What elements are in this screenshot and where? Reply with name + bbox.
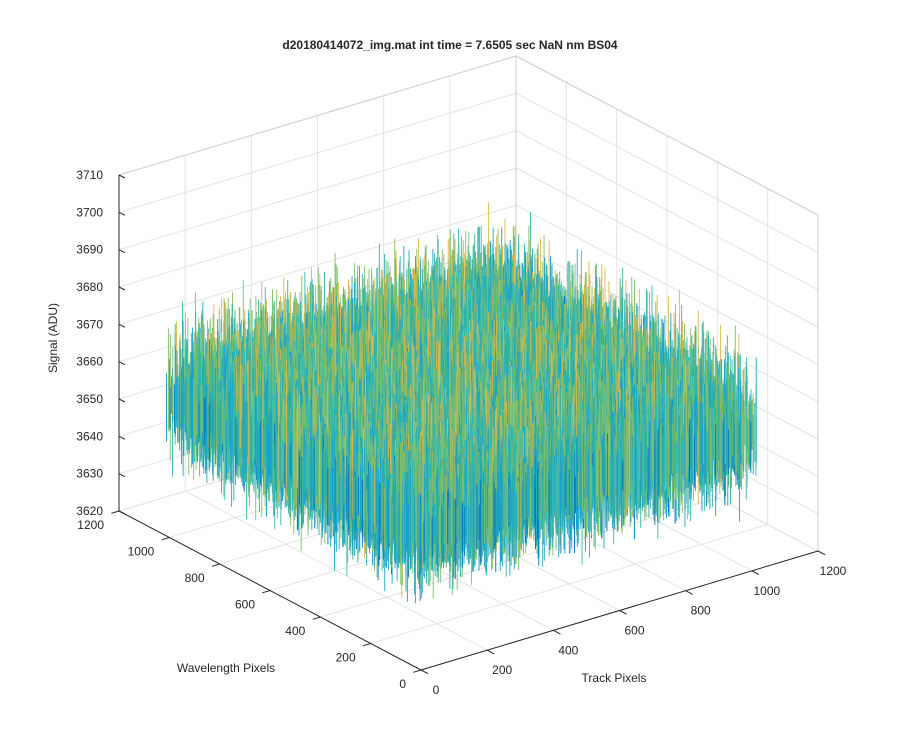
surface-data [166, 203, 756, 604]
